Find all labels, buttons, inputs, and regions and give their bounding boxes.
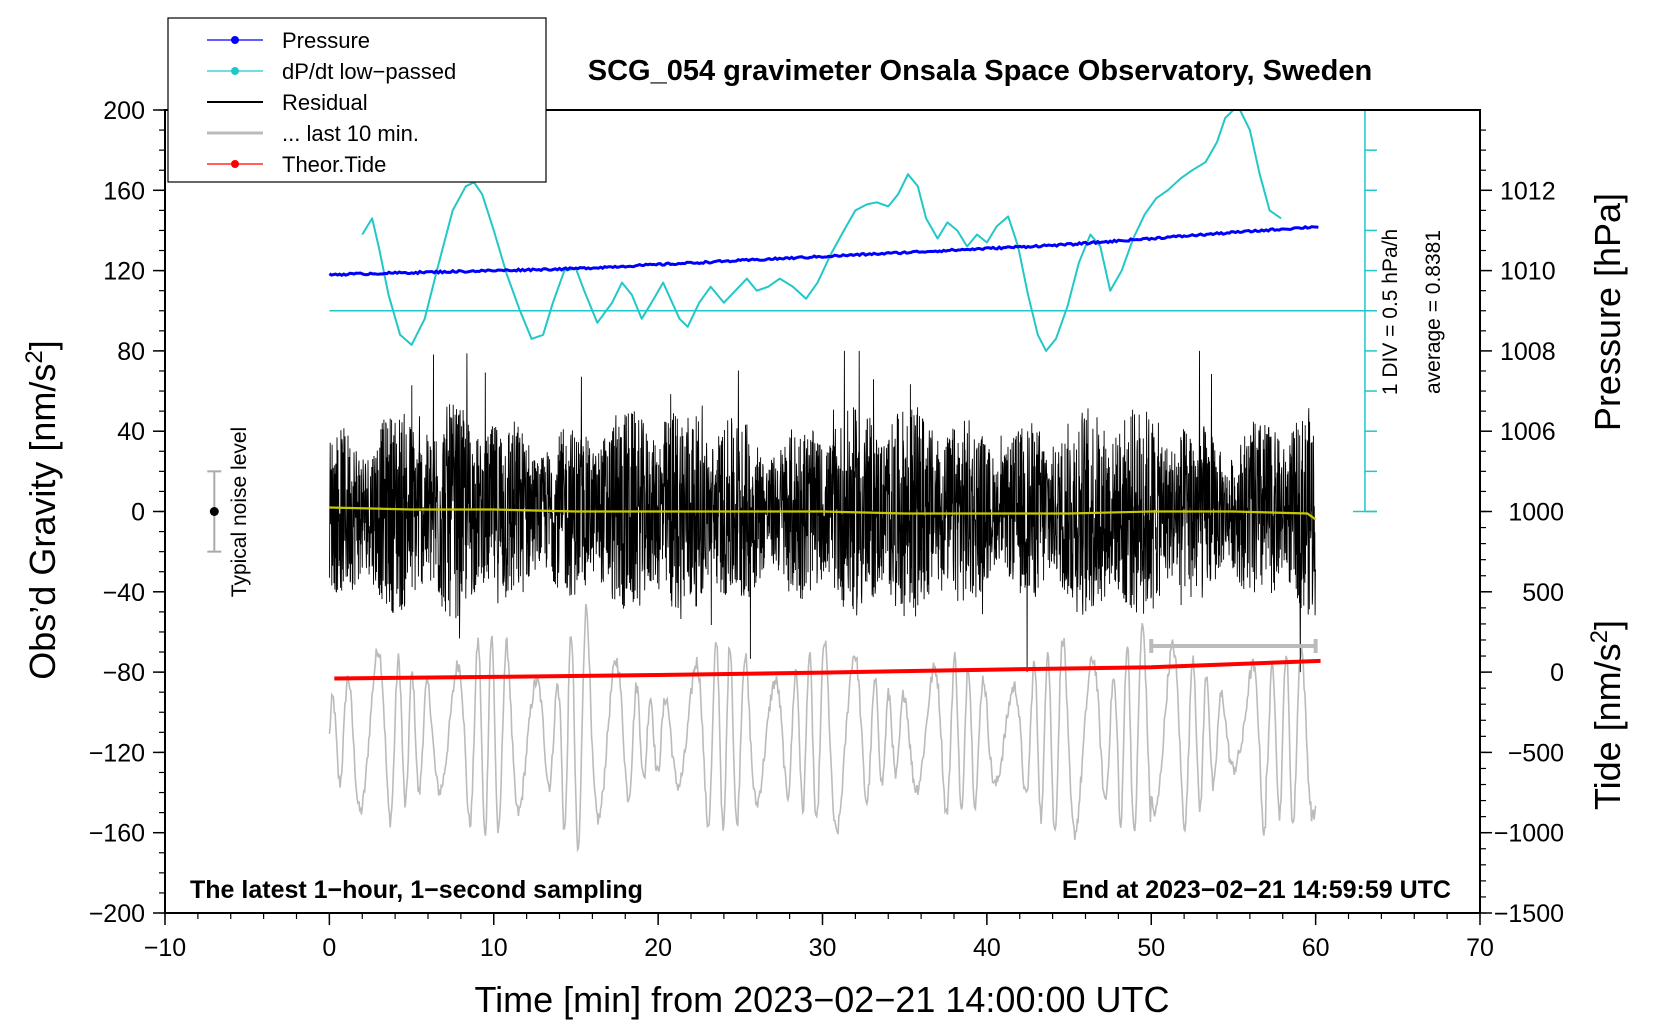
y-tick-label-tide: 500 (1522, 579, 1564, 607)
y-tick-label-tide: 0 (1550, 659, 1564, 687)
typical-noise-bar (207, 470, 222, 553)
y-axis-title-gravity: Obs’d Gravity [nm/s2] (21, 340, 63, 679)
legend-item-dpdt: dP/dt low−passed (207, 59, 456, 84)
y-tick-label-gravity: 80 (117, 338, 145, 366)
residual-smoothed-trace (329, 506, 1317, 521)
y-tick-label-gravity: 40 (117, 418, 145, 446)
legend-marker-dpdt (231, 67, 239, 75)
legend: Pressure dP/dt low−passed Residual ... l… (167, 17, 547, 183)
x-tick-label: 20 (644, 934, 672, 962)
legend-box (167, 17, 547, 183)
y-tick-label-gravity: −120 (89, 739, 145, 767)
legend-label-residual: Residual (282, 90, 368, 115)
legend-item-pressure: Pressure (207, 28, 370, 53)
x-tick-label: 10 (480, 934, 508, 962)
y-tick-label-tide: 1000 (1508, 499, 1564, 527)
x-tick-label: 60 (1302, 934, 1330, 962)
x-tick-label: −10 (144, 934, 186, 962)
annotation-latest-hour: The latest 1−hour, 1−second sampling (190, 876, 643, 904)
series-layer (328, 110, 1377, 853)
y-tick-label-gravity: −200 (89, 900, 145, 928)
dpdt-average-label: average = 0.8381 (1422, 230, 1445, 394)
y-tick-label-tide: −1500 (1494, 900, 1564, 928)
y-tick-label-gravity: 120 (103, 258, 145, 286)
y-tick-label-tide: −500 (1508, 739, 1564, 767)
y-tick-label-gravity: 0 (131, 499, 145, 527)
y-tick-label-gravity: 160 (103, 177, 145, 205)
tide-trace (334, 658, 1321, 681)
y-tick-label-pressure: 1010 (1500, 258, 1556, 286)
legend-item-residual: Residual (207, 90, 368, 115)
y-tick-label-pressure: 1008 (1500, 338, 1556, 366)
annotation-end-time: End at 2023−02−21 14:59:59 UTC (1062, 876, 1451, 904)
legend-item-tide: Theor.Tide (207, 152, 386, 177)
y-axis-title-tide: Tide [nm/s2] (1586, 620, 1628, 810)
x-tick-label: 0 (322, 934, 336, 962)
legend-label-pressure: Pressure (282, 28, 370, 53)
legend-label-dpdt: dP/dt low−passed (282, 59, 456, 84)
x-tick-label: 50 (1137, 934, 1165, 962)
legend-marker-pressure (231, 36, 239, 44)
legend-item-last10: ... last 10 min. (207, 121, 419, 146)
residual-trace (328, 350, 1317, 673)
legend-marker-tide (231, 160, 239, 168)
noise-bar-center-dot (209, 507, 219, 516)
y-tick-label-pressure: 1012 (1500, 177, 1556, 205)
typical-noise-label: Typical noise level (228, 427, 251, 597)
y-tick-label-gravity: −80 (103, 659, 145, 687)
chart-title: SCG_054 gravimeter Onsala Space Observat… (588, 55, 1372, 87)
axes-layer: −10 0 10 20 30 40 50 60 70 200 160 120 80 40 0 −40 −80 −1… (89, 97, 1564, 962)
legend-label-last10: ... last 10 min. (282, 121, 419, 146)
x-axis-title: Time [min] from 2023−02−21 14:00:00 UTC (474, 979, 1169, 1020)
y-tick-label-gravity: −40 (103, 579, 145, 607)
y-tick-label-gravity: 200 (103, 97, 145, 125)
x-tick-label: 30 (809, 934, 837, 962)
y-tick-label-pressure: 1006 (1500, 418, 1556, 446)
y-tick-label-gravity: −160 (89, 820, 145, 848)
last10-trace (328, 603, 1317, 853)
dpdt-division-label: 1 DIV = 0.5 hPa/h (1379, 229, 1402, 395)
y-tick-label-tide: −1000 (1494, 820, 1564, 848)
pressure-trace (328, 225, 1319, 278)
y-axis-title-pressure: Pressure [hPa] (1587, 193, 1628, 431)
legend-label-tide: Theor.Tide (282, 152, 386, 177)
x-tick-label: 40 (973, 934, 1001, 962)
x-tick-label: 70 (1466, 934, 1494, 962)
